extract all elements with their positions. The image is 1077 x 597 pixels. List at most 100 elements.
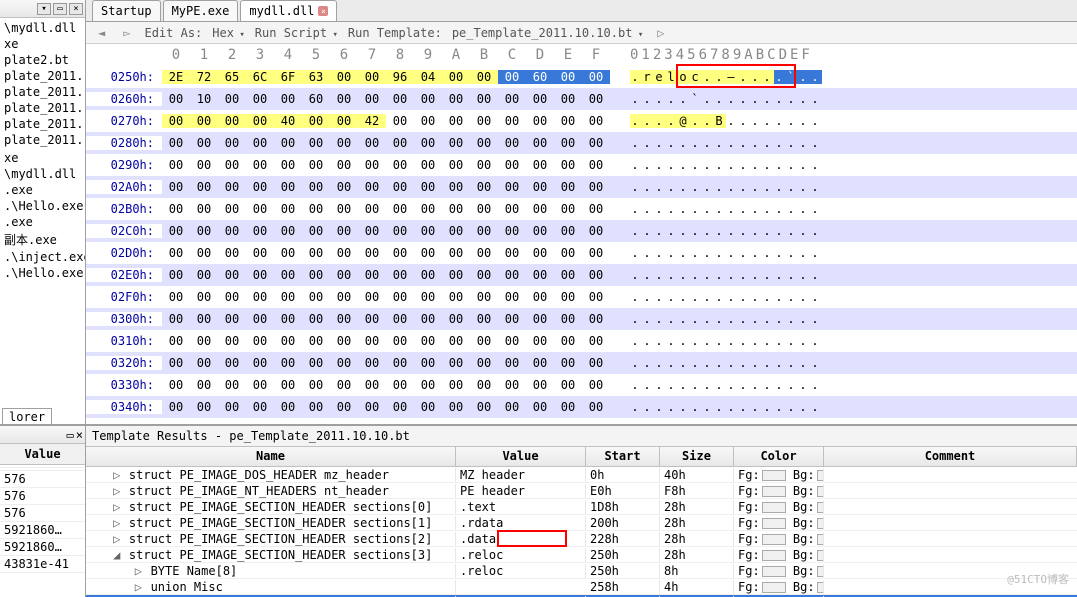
hex-cell[interactable]: 00 bbox=[162, 136, 190, 150]
value-panel-pin-icon[interactable]: ▭ bbox=[67, 428, 74, 442]
template-row[interactable]: ◢ struct PE_IMAGE_SECTION_HEADER section… bbox=[86, 547, 1077, 563]
hex-cell[interactable]: 00 bbox=[582, 290, 610, 304]
hex-cell[interactable]: 00 bbox=[442, 224, 470, 238]
hex-cell[interactable]: 00 bbox=[190, 114, 218, 128]
hex-cell[interactable]: 00 bbox=[498, 334, 526, 348]
hex-cell[interactable]: 00 bbox=[554, 92, 582, 106]
hex-cell[interactable]: 00 bbox=[386, 114, 414, 128]
hex-body[interactable]: 0250h:2E72656C6F6300009604000000600000.r… bbox=[86, 66, 1077, 424]
hex-cell[interactable]: 00 bbox=[526, 400, 554, 414]
hex-cell[interactable]: 00 bbox=[386, 246, 414, 260]
hex-cell[interactable]: 00 bbox=[330, 312, 358, 326]
hex-row[interactable]: 02D0h:00000000000000000000000000000000..… bbox=[86, 242, 1077, 264]
file-item[interactable]: plate_2011. bbox=[0, 68, 85, 84]
bg-swatch[interactable] bbox=[817, 534, 824, 545]
hex-cell[interactable]: 00 bbox=[582, 224, 610, 238]
panel-close-icon[interactable]: × bbox=[69, 3, 83, 15]
hex-cell[interactable]: 6C bbox=[246, 70, 274, 84]
template-row[interactable]: ▷ struct PE_IMAGE_NT_HEADERS nt_headerPE… bbox=[86, 483, 1077, 499]
hex-row[interactable]: 0290h:00000000000000000000000000000000..… bbox=[86, 154, 1077, 176]
hex-cell[interactable]: 00 bbox=[330, 378, 358, 392]
hex-cell[interactable]: 00 bbox=[386, 290, 414, 304]
hex-cell[interactable]: 00 bbox=[470, 334, 498, 348]
hex-cell[interactable]: 00 bbox=[246, 92, 274, 106]
hex-cell[interactable]: 00 bbox=[218, 400, 246, 414]
edit-as-dropdown[interactable]: Hex bbox=[212, 26, 245, 40]
hex-ascii[interactable]: ................ bbox=[630, 400, 822, 414]
hex-cell[interactable]: 00 bbox=[246, 378, 274, 392]
hex-cell[interactable]: 00 bbox=[442, 356, 470, 370]
hex-cell[interactable]: 00 bbox=[470, 180, 498, 194]
hex-ascii[interactable]: ................ bbox=[630, 246, 822, 260]
hex-cell[interactable]: 00 bbox=[554, 356, 582, 370]
hex-cell[interactable]: 00 bbox=[414, 158, 442, 172]
col-start-header[interactable]: Start bbox=[586, 447, 660, 466]
hex-cell[interactable]: 00 bbox=[582, 92, 610, 106]
hex-cell[interactable]: 00 bbox=[358, 202, 386, 216]
tree-toggle-icon[interactable]: ▷ bbox=[112, 484, 122, 498]
tab-mype-exe[interactable]: MyPE.exe bbox=[163, 0, 239, 21]
hex-row[interactable]: 0310h:00000000000000000000000000000000..… bbox=[86, 330, 1077, 352]
hex-cell[interactable]: 00 bbox=[470, 202, 498, 216]
hex-cell[interactable]: 00 bbox=[274, 356, 302, 370]
hex-row[interactable]: 0270h:00000000400000420000000000000000..… bbox=[86, 110, 1077, 132]
hex-row[interactable]: 0300h:00000000000000000000000000000000..… bbox=[86, 308, 1077, 330]
hex-cell[interactable]: 00 bbox=[274, 312, 302, 326]
hex-cell[interactable]: 00 bbox=[386, 312, 414, 326]
hex-cell[interactable]: 00 bbox=[358, 70, 386, 84]
hex-cell[interactable]: 00 bbox=[330, 158, 358, 172]
hex-cell[interactable]: 00 bbox=[442, 268, 470, 282]
hex-cell[interactable]: 00 bbox=[190, 268, 218, 282]
template-row[interactable]: ▷ struct PE_IMAGE_SECTION_HEADER section… bbox=[86, 499, 1077, 515]
hex-cell[interactable]: 00 bbox=[498, 136, 526, 150]
hex-cell[interactable]: 00 bbox=[246, 312, 274, 326]
hex-cell[interactable]: 00 bbox=[414, 400, 442, 414]
hex-cell[interactable]: 00 bbox=[582, 312, 610, 326]
hex-cell[interactable]: 00 bbox=[218, 224, 246, 238]
hex-ascii[interactable]: .....`.......... bbox=[630, 92, 822, 106]
hex-cell[interactable]: 00 bbox=[274, 378, 302, 392]
file-item[interactable]: 副本.exe bbox=[0, 230, 85, 249]
hex-cell[interactable]: 10 bbox=[190, 92, 218, 106]
hex-cell[interactable]: 04 bbox=[414, 70, 442, 84]
hex-cell[interactable]: 00 bbox=[442, 180, 470, 194]
hex-cell[interactable]: 00 bbox=[274, 268, 302, 282]
run-template-dropdown[interactable]: pe_Template_2011.10.10.bt bbox=[452, 26, 643, 40]
bg-swatch[interactable] bbox=[817, 550, 824, 561]
hex-row[interactable]: 02E0h:00000000000000000000000000000000..… bbox=[86, 264, 1077, 286]
file-item[interactable]: .\inject.exe bbox=[0, 249, 85, 265]
hex-cell[interactable]: 00 bbox=[190, 400, 218, 414]
hex-cell[interactable]: 00 bbox=[190, 158, 218, 172]
hex-cell[interactable]: 00 bbox=[274, 290, 302, 304]
hex-cell[interactable]: 00 bbox=[162, 180, 190, 194]
file-item[interactable]: plate_2011. bbox=[0, 116, 85, 132]
hex-row[interactable]: 02A0h:00000000000000000000000000000000..… bbox=[86, 176, 1077, 198]
file-item[interactable]: plate_2011. bbox=[0, 84, 85, 100]
hex-cell[interactable]: 00 bbox=[246, 136, 274, 150]
hex-cell[interactable]: 00 bbox=[526, 180, 554, 194]
hex-cell[interactable]: 00 bbox=[302, 224, 330, 238]
hex-cell[interactable]: 00 bbox=[330, 224, 358, 238]
file-item[interactable]: \mydll.dll bbox=[0, 166, 85, 182]
hex-cell[interactable]: 00 bbox=[582, 268, 610, 282]
hex-cell[interactable]: 00 bbox=[554, 180, 582, 194]
hex-cell[interactable]: 00 bbox=[442, 312, 470, 326]
hex-cell[interactable]: 00 bbox=[414, 268, 442, 282]
hex-cell[interactable]: 00 bbox=[190, 224, 218, 238]
hex-cell[interactable]: 00 bbox=[498, 92, 526, 106]
hex-cell[interactable]: 00 bbox=[414, 92, 442, 106]
hex-row[interactable]: 0320h:00000000000000000000000000000000..… bbox=[86, 352, 1077, 374]
hex-cell[interactable]: 00 bbox=[470, 70, 498, 84]
template-row[interactable]: ▷ BYTE Name[8].reloc250h8hFg: Bg: bbox=[86, 563, 1077, 579]
bg-swatch[interactable] bbox=[817, 582, 824, 593]
bg-swatch[interactable] bbox=[817, 566, 824, 577]
hex-cell[interactable]: 00 bbox=[582, 158, 610, 172]
hex-ascii[interactable]: ................ bbox=[630, 334, 822, 348]
hex-cell[interactable]: 00 bbox=[358, 356, 386, 370]
hex-cell[interactable]: 00 bbox=[582, 114, 610, 128]
hex-cell[interactable]: 60 bbox=[526, 70, 554, 84]
hex-row[interactable]: 02C0h:00000000000000000000000000000000..… bbox=[86, 220, 1077, 242]
hex-cell[interactable]: 00 bbox=[414, 290, 442, 304]
hex-row[interactable]: 02B0h:00000000000000000000000000000000..… bbox=[86, 198, 1077, 220]
template-row[interactable]: ▷ union Misc258h4hFg: Bg: bbox=[86, 579, 1077, 595]
